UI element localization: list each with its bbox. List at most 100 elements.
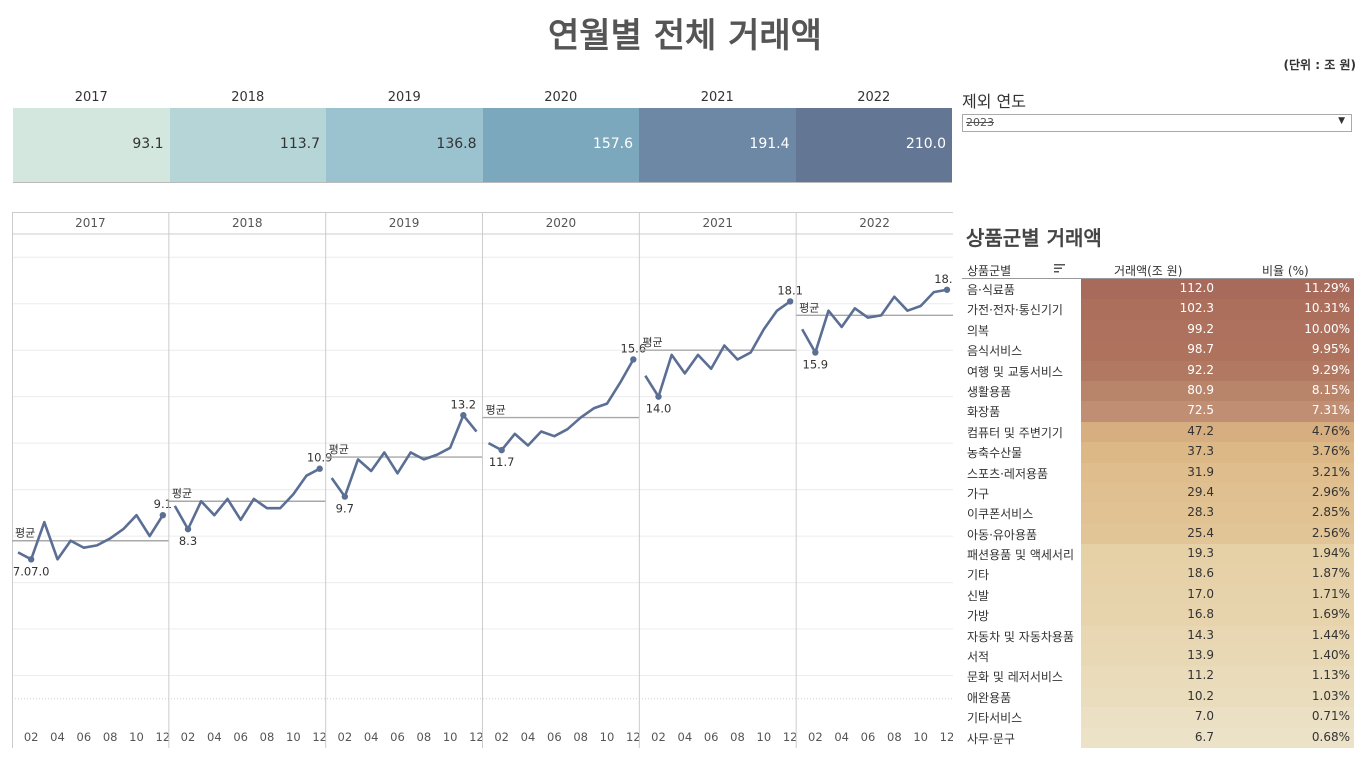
dropdown-arrow-icon[interactable]: ▼ — [1338, 116, 1345, 126]
category-value-cell: 80.9 8.15% — [1081, 380, 1354, 402]
category-amount: 29.4 — [1187, 484, 1214, 499]
x-tick-label: 06 — [233, 730, 248, 744]
table-row[interactable]: 농축수산물 37.3 3.76% — [962, 442, 1354, 463]
header-category[interactable]: 상품군별 — [967, 264, 1012, 278]
panel-2019: 2019 평균 9.7 13.2 02 04 06 08 10 12 — [325, 212, 484, 748]
year-total-label: 2018 — [231, 90, 265, 105]
data-point-marker — [498, 446, 505, 454]
table-row[interactable]: 음·식료품 112.0 11.29% — [962, 279, 1354, 300]
year-total-2020[interactable]: 2020 157.6 — [482, 88, 639, 184]
average-label: 평균 — [642, 336, 662, 349]
category-amount: 25.4 — [1187, 525, 1214, 540]
x-tick-label: 04 — [678, 730, 693, 744]
sort-icon[interactable] — [1054, 263, 1066, 273]
table-row[interactable]: 여행 및 교통서비스 92.2 9.29% — [962, 360, 1354, 381]
category-name: 기타 — [967, 568, 990, 583]
year-total-label: 2017 — [74, 90, 108, 105]
category-amount: 14.3 — [1187, 627, 1214, 642]
table-row[interactable]: 패션용품 및 액세서리 19.3 1.94% — [962, 544, 1354, 565]
x-tick-label: 10 — [286, 730, 301, 744]
table-row[interactable]: 문화 및 레저서비스 11.2 1.13% — [962, 666, 1354, 687]
header-ratio[interactable]: 비율 (%) — [1262, 264, 1309, 278]
table-row[interactable]: 가구 29.4 2.96% — [962, 482, 1354, 504]
x-tick-label: 12 — [312, 730, 327, 744]
category-amount: 99.2 — [1187, 321, 1214, 336]
year-total-label: 2020 — [544, 90, 578, 105]
x-tick-label: 04 — [834, 730, 849, 744]
table-row[interactable]: 신발 17.0 1.71% — [962, 584, 1354, 606]
x-tick-label: 06 — [704, 730, 719, 744]
year-total-2021[interactable]: 2021 191.4 — [639, 88, 796, 184]
year-total-cell[interactable]: 113.7 — [169, 108, 326, 183]
category-ratio: 4.76% — [1311, 423, 1350, 438]
category-amount: 6.7 — [1194, 729, 1214, 744]
table-row[interactable]: 기타 18.6 1.87% — [962, 564, 1354, 585]
category-ratio: 1.94% — [1311, 546, 1350, 561]
x-tick-label: 06 — [77, 730, 92, 744]
table-row[interactable]: 자동차 및 자동차용품 14.3 1.44% — [962, 625, 1354, 647]
header-amount[interactable]: 거래액(조 원) — [1114, 264, 1183, 278]
table-row[interactable]: 화장품 72.5 7.31% — [962, 401, 1354, 422]
series-line — [801, 288, 948, 354]
average-label: 평균 — [329, 443, 349, 456]
year-total-2018[interactable]: 2018 113.7 — [169, 88, 326, 184]
category-ratio: 1.13% — [1311, 668, 1350, 683]
exclude-year-dropdown[interactable]: 2023 ▼ — [962, 114, 1352, 132]
x-tick-label: 06 — [861, 730, 876, 744]
data-label: 18.1 — [777, 283, 803, 297]
x-tick-label: 12 — [940, 730, 953, 744]
category-amount: 92.2 — [1187, 362, 1214, 377]
category-name: 여행 및 교통서비스 — [967, 364, 1063, 379]
year-total-2017[interactable]: 2017 93.1 — [13, 88, 170, 184]
panel-2022: 2022 평균 15.9 18.6 02 04 06 08 10 12 — [795, 212, 953, 748]
data-point-marker — [786, 298, 794, 305]
table-row[interactable]: 가전·전자·통신기기 102.3 10.31% — [962, 299, 1354, 320]
category-ratio: 1.44% — [1311, 627, 1350, 642]
x-tick-label: 04 — [364, 730, 379, 744]
year-total-cell[interactable]: 191.4 — [639, 108, 796, 183]
table-header-divider — [962, 278, 1354, 279]
table-row[interactable]: 아동·유아용품 25.4 2.56% — [962, 523, 1354, 545]
table-row[interactable]: 사무·문구 6.7 0.68% — [962, 727, 1354, 748]
page-title: 연월별 전체 거래액 — [548, 16, 822, 56]
x-tick-label: 08 — [573, 730, 588, 744]
table-row[interactable]: 컴퓨터 및 주변기기 47.2 4.76% — [962, 421, 1354, 443]
category-value-cell: 6.7 0.68% — [1081, 727, 1354, 748]
table-row[interactable]: 가방 16.8 1.69% — [962, 605, 1354, 626]
year-total-value: 136.8 — [436, 136, 477, 152]
year-total-cell[interactable]: 136.8 — [326, 108, 483, 183]
table-row[interactable]: 기타서비스 7.0 0.71% — [962, 707, 1354, 728]
table-row[interactable]: 이쿠폰서비스 28.3 2.85% — [962, 503, 1354, 524]
category-value-cell: 102.3 10.31% — [1081, 299, 1354, 320]
year-total-cell[interactable]: 93.1 — [13, 108, 170, 183]
table-row[interactable]: 의복 99.2 10.00% — [962, 319, 1354, 341]
year-total-cell[interactable]: 210.0 — [795, 108, 952, 183]
category-amount: 10.2 — [1187, 688, 1214, 703]
category-value-cell: 25.4 2.56% — [1081, 523, 1354, 545]
table-row[interactable]: 애완용품 10.2 1.03% — [962, 686, 1354, 708]
category-value-cell: 29.4 2.96% — [1081, 482, 1354, 504]
year-total-value: 157.6 — [592, 136, 633, 152]
category-amount: 7.0 — [1194, 709, 1214, 724]
category-ratio: 0.71% — [1311, 709, 1350, 724]
x-tick-label: 02 — [24, 730, 39, 744]
category-name: 음·식료품 — [967, 283, 1015, 297]
category-ratio: 9.95% — [1311, 342, 1350, 357]
data-label: 9.1 — [154, 497, 172, 511]
exclude-year-label: 제외 연도 — [962, 92, 1026, 111]
table-row[interactable]: 스포츠·레저용품 31.9 3.21% — [962, 462, 1354, 483]
category-ratio: 7.31% — [1311, 403, 1350, 418]
category-name: 기타서비스 — [967, 711, 1023, 726]
year-total-2022[interactable]: 2022 210.0 — [795, 88, 952, 184]
table-row[interactable]: 서적 13.9 1.40% — [962, 646, 1354, 667]
category-name: 가구 — [967, 486, 990, 501]
table-row[interactable]: 음식서비스 98.7 9.95% — [962, 340, 1354, 361]
year-total-2019[interactable]: 2019 136.8 — [326, 88, 483, 184]
table-row[interactable]: 생활용품 80.9 8.15% — [962, 380, 1354, 402]
category-ratio: 1.69% — [1311, 607, 1350, 622]
panel-year-label: 2022 — [859, 216, 890, 230]
data-point-marker — [812, 349, 819, 356]
year-total-cell[interactable]: 157.6 — [482, 108, 639, 183]
category-name: 서적 — [967, 650, 990, 665]
x-tick-label: 08 — [730, 730, 745, 744]
